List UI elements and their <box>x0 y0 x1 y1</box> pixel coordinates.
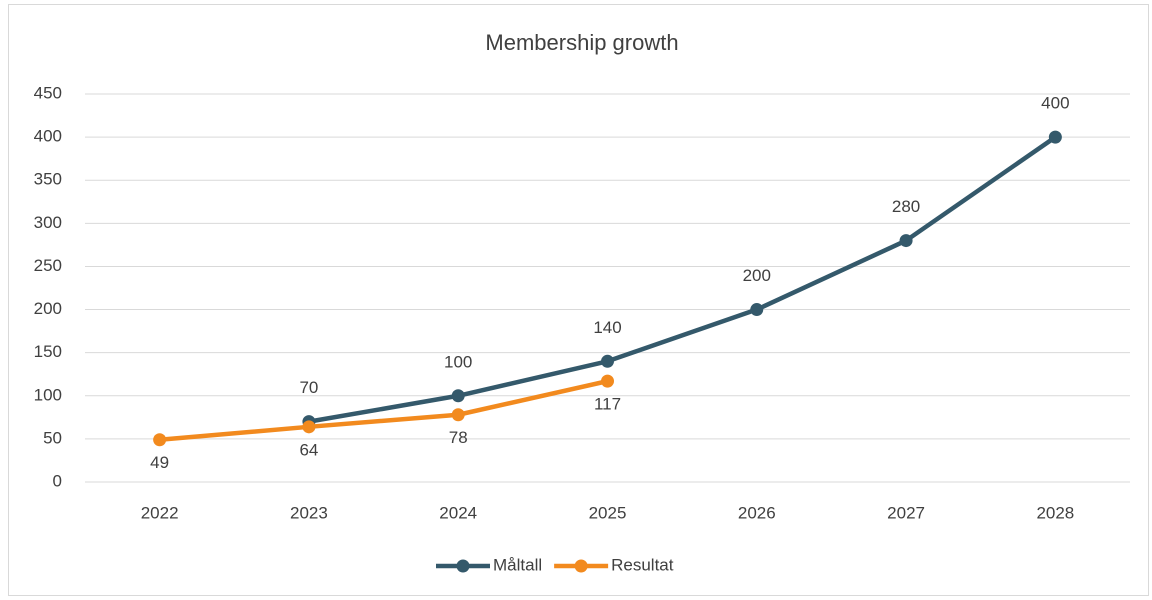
data-label: 280 <box>892 197 920 216</box>
data-label: 140 <box>593 318 621 337</box>
y-tick-label: 0 <box>53 471 62 490</box>
legend-label: Resultat <box>611 555 674 574</box>
data-label: 200 <box>743 266 771 285</box>
legend-marker <box>574 559 588 573</box>
y-tick-label: 400 <box>34 127 62 146</box>
chart-border <box>8 4 1149 596</box>
y-tick-label: 150 <box>34 342 62 361</box>
data-point <box>750 303 764 317</box>
x-tick-label: 2022 <box>141 503 179 522</box>
series-line <box>159 378 608 442</box>
y-tick-label: 200 <box>34 299 62 318</box>
y-tick-label: 350 <box>34 170 62 189</box>
data-point <box>302 420 316 434</box>
y-tick-label: 450 <box>34 83 62 102</box>
chart-title: Membership growth <box>485 30 678 55</box>
data-point <box>601 354 614 368</box>
data-label: 49 <box>150 453 169 472</box>
data-label: 100 <box>444 352 472 371</box>
data-label: 70 <box>299 378 318 397</box>
x-tick-label: 2028 <box>1036 503 1074 522</box>
series-line <box>308 135 1057 424</box>
data-label: 117 <box>594 395 621 414</box>
y-tick-label: 250 <box>34 256 62 275</box>
data-point <box>601 374 614 388</box>
data-label: 78 <box>449 428 468 447</box>
legend-label: Måltall <box>493 555 542 574</box>
x-tick-label: 2026 <box>738 503 776 522</box>
data-label: 400 <box>1041 94 1069 113</box>
data-point <box>451 389 465 403</box>
y-tick-label: 50 <box>43 428 62 447</box>
x-tick-label: 2025 <box>589 503 627 522</box>
legend-marker <box>456 559 470 573</box>
data-label: 64 <box>299 440 318 459</box>
x-tick-label: 2027 <box>887 503 925 522</box>
data-point <box>899 234 913 248</box>
x-tick-label: 2023 <box>290 503 328 522</box>
data-point <box>1048 130 1062 144</box>
y-tick-label: 100 <box>34 385 62 404</box>
data-point <box>153 433 167 447</box>
data-point <box>451 408 465 422</box>
y-tick-label: 300 <box>34 213 62 232</box>
x-tick-label: 2024 <box>439 503 477 522</box>
